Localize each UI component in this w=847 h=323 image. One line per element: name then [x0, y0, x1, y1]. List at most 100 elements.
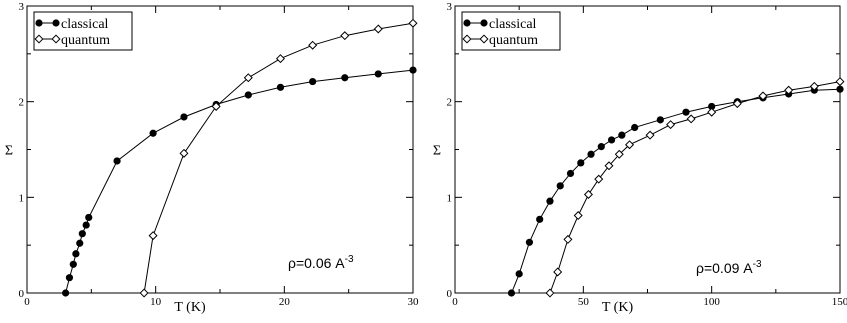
- data-point-classical: [62, 289, 70, 297]
- data-point-classical: [708, 102, 716, 111]
- data-point-classical: [536, 215, 544, 223]
- data-point-classical: [525, 238, 534, 246]
- data-point-classical: [65, 274, 74, 282]
- data-point-classical: [656, 116, 664, 124]
- data-point-quantum: [243, 73, 253, 83]
- y-tick-label: 1: [19, 192, 25, 204]
- y-tick-label: 3: [19, 1, 25, 13]
- data-point-classical: [607, 136, 616, 144]
- x-tick-label: 0: [452, 296, 458, 308]
- y-tick-label: 1: [447, 192, 453, 204]
- data-point-quantum: [308, 40, 318, 50]
- data-point-quantum: [563, 234, 573, 244]
- data-point-quantum: [666, 120, 676, 130]
- data-point-classical: [566, 169, 575, 178]
- density-annotation-sup: -3: [345, 254, 354, 265]
- legend-marker-quantum: [462, 34, 472, 44]
- data-point-classical: [72, 250, 80, 258]
- data-point-quantum: [583, 189, 593, 199]
- legend-marker-quantum: [51, 34, 61, 44]
- density-annotation-sup: -3: [753, 259, 762, 270]
- data-point-quantum: [758, 91, 768, 101]
- y-tick-label: 0: [447, 288, 453, 300]
- data-point-quantum: [148, 231, 158, 241]
- data-point-quantum: [625, 140, 635, 150]
- x-tick-label: 150: [832, 296, 847, 308]
- data-point-quantum: [707, 107, 717, 117]
- data-point-quantum: [275, 54, 285, 64]
- data-point-classical: [78, 230, 86, 238]
- data-point-classical: [149, 129, 157, 137]
- data-point-classical: [682, 108, 690, 116]
- legend-marker-quantum: [34, 34, 44, 44]
- y-axis-label: Σ: [5, 144, 13, 159]
- x-tick-label: 10: [150, 296, 162, 308]
- data-point-classical: [113, 157, 121, 165]
- data-point-quantum: [553, 267, 563, 277]
- data-point-quantum: [809, 81, 819, 91]
- y-tick-label: 3: [447, 1, 453, 13]
- data-point-classical: [374, 70, 382, 78]
- series-quantum: [545, 77, 845, 298]
- density-annotation: ρ=0.06 A-3: [288, 254, 354, 271]
- data-point-classical: [341, 74, 349, 82]
- x-axis-label: T (K): [602, 300, 634, 315]
- x-tick-label: 20: [279, 296, 291, 308]
- y-axis-label: Σ: [433, 144, 441, 159]
- x-axis-label: T (K): [174, 300, 206, 315]
- data-point-classical: [631, 123, 639, 132]
- density-annotation-base: ρ=0.09 A: [696, 260, 753, 276]
- x-tick-label: 30: [408, 296, 420, 308]
- data-point-classical: [507, 289, 516, 297]
- legend-marker-classical: [480, 19, 488, 27]
- series-line-quantum: [549, 81, 840, 293]
- data-point-quantum: [594, 174, 604, 184]
- legend-label-classical: classical: [489, 17, 537, 32]
- data-point-classical: [309, 77, 317, 86]
- series-quantum: [139, 18, 418, 298]
- data-point-classical: [180, 113, 188, 121]
- y-tick-label: 0: [19, 288, 25, 300]
- legend-label-quantum: quantum: [489, 33, 538, 48]
- legend-marker-classical: [52, 19, 60, 27]
- data-point-quantum: [614, 149, 624, 159]
- data-point-quantum: [373, 24, 383, 34]
- legend-label-classical: classical: [61, 17, 109, 32]
- legend-marker-classical: [463, 19, 471, 27]
- data-point-quantum: [573, 211, 583, 221]
- data-point-quantum: [604, 161, 614, 171]
- x-tick-label: 50: [578, 296, 590, 308]
- data-point-quantum: [784, 85, 794, 95]
- data-point-classical: [409, 66, 417, 74]
- data-point-classical: [85, 213, 93, 222]
- data-point-classical: [546, 197, 554, 205]
- data-point-quantum: [835, 77, 845, 87]
- data-point-quantum: [211, 101, 221, 111]
- data-point-quantum: [545, 288, 555, 298]
- data-point-quantum: [686, 114, 696, 124]
- series-line-quantum: [143, 22, 413, 293]
- series-classical: [507, 85, 844, 297]
- data-point-classical: [587, 150, 595, 158]
- legend-box: [461, 11, 561, 51]
- data-point-classical: [69, 260, 77, 268]
- data-point-classical: [597, 143, 605, 151]
- data-point-classical: [836, 85, 844, 93]
- x-tick-label: 0: [24, 296, 30, 308]
- density-annotation-base: ρ=0.06 A: [288, 255, 345, 271]
- y-tick-label: 2: [447, 97, 453, 109]
- data-point-quantum: [340, 31, 350, 41]
- density-annotation: ρ=0.09 A-3: [696, 259, 762, 276]
- data-point-classical: [618, 131, 626, 139]
- data-point-classical: [76, 239, 84, 247]
- x-tick-label: 100: [703, 296, 720, 308]
- data-point-quantum: [408, 18, 418, 28]
- data-point-classical: [244, 91, 252, 99]
- data-point-classical: [515, 270, 523, 278]
- series-classical: [62, 66, 417, 297]
